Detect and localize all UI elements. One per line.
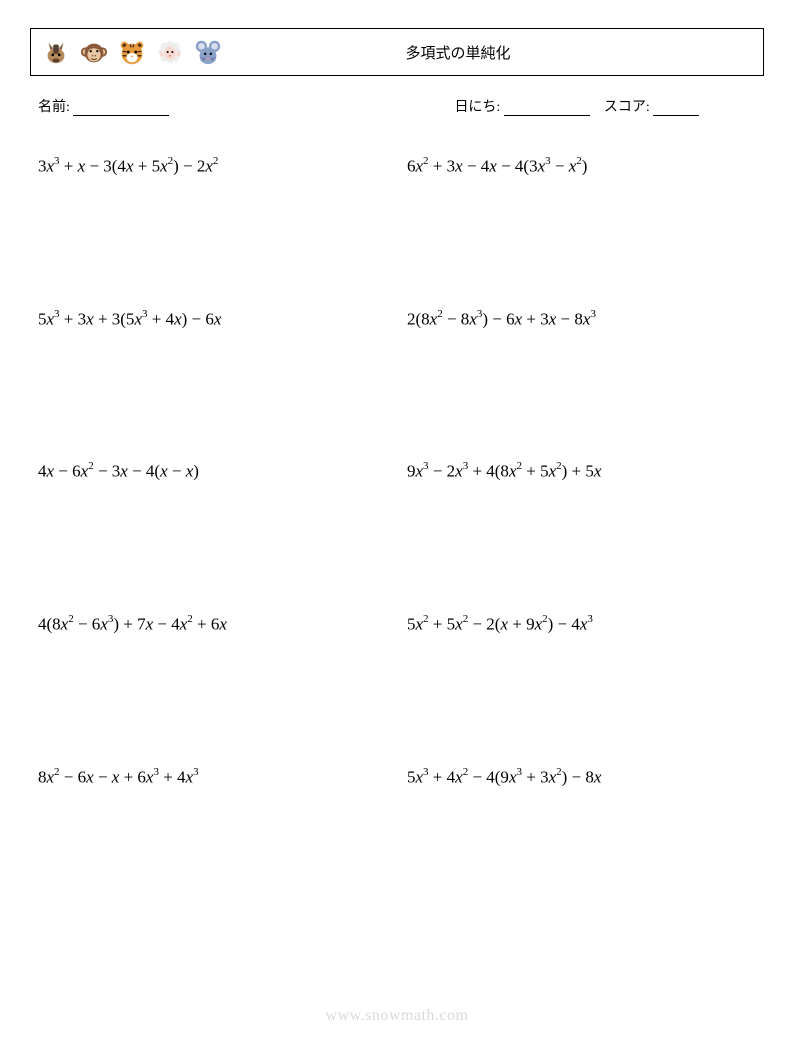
problem-7: 4(8x2 − 6x3) + 7x − 4x2 + 6x [38,614,387,635]
name-blank [73,102,169,116]
icon-strip [41,37,223,67]
mouse-icon [193,37,223,67]
date-label: 日にち: [454,100,500,115]
problems-grid: 3x3 + x − 3(4x + 5x2) − 2x2 6x2 + 3x − 4… [30,156,764,787]
meta-row: 名前: 日にち: スコア: [30,96,764,116]
name-label: 名前: [38,100,70,115]
score-label: スコア: [604,100,650,115]
meta-score: スコア: [604,96,699,116]
sheep-icon [155,37,185,67]
problem-8: 5x2 + 5x2 − 2(x + 9x2) − 4x3 [407,614,756,635]
problem-1: 3x3 + x − 3(4x + 5x2) − 2x2 [38,156,387,177]
problem-3: 5x3 + 3x + 3(5x3 + 4x) − 6x [38,309,387,330]
problem-2: 6x2 + 3x − 4x − 4(3x3 − x2) [407,156,756,177]
monkey-icon [79,37,109,67]
worksheet-title: 多項式の単純化 [223,42,753,63]
problem-10: 5x3 + 4x2 − 4(9x3 + 3x2) − 8x [407,767,756,788]
worksheet-page: 多項式の単純化 名前: 日にち: スコア: 3x3 + x − 3(4x + 5… [0,0,794,807]
header-box: 多項式の単純化 [30,28,764,76]
horse-icon [41,37,71,67]
problem-6: 9x3 − 2x3 + 4(8x2 + 5x2) + 5x [407,461,756,482]
footer-watermark: www.snowmath.com [0,1007,794,1025]
problem-4: 2(8x2 − 8x3) − 6x + 3x − 8x3 [407,309,756,330]
tiger-icon [117,37,147,67]
problem-5: 4x − 6x2 − 3x − 4(x − x) [38,461,387,482]
meta-date: 日にち: [454,96,589,116]
meta-name: 名前: [38,96,454,116]
score-blank [653,102,699,116]
problem-9: 8x2 − 6x − x + 6x3 + 4x3 [38,767,387,788]
date-blank [504,102,590,116]
